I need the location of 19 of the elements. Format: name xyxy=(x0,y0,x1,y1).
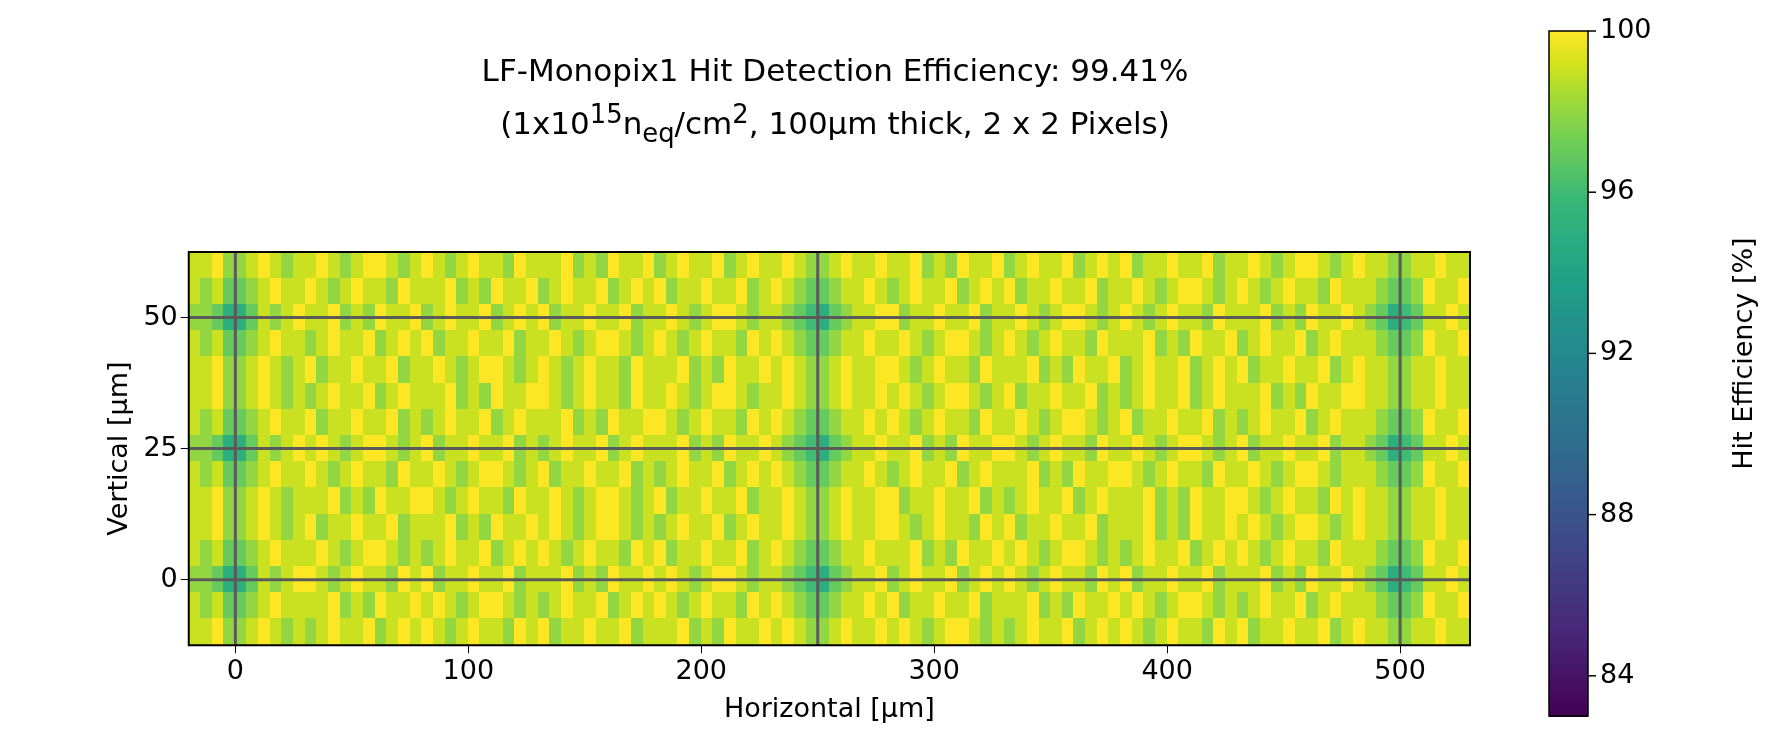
y-tick-label: 25 xyxy=(143,430,178,462)
chart-title: LF-Monopix1 Hit Detection Efficiency: 99.41% xyxy=(480,51,1190,90)
color-bar-label: 92 xyxy=(1600,335,1635,367)
chart-subtitle: (1x10$^{15}$n$_{eq}$/cm$^{2}$, 100μm thick, 2 x 2 Pixels) xyxy=(499,98,1171,150)
color-bar-label: 88 xyxy=(1600,496,1635,528)
x-tick-label: 0 xyxy=(226,654,244,686)
x-axis-title: Horizontal [μm] xyxy=(723,691,935,723)
x-tick-label: 500 xyxy=(1374,654,1426,686)
x-tick-label: 400 xyxy=(1141,654,1193,686)
x-tick-label: 200 xyxy=(675,654,728,686)
y-axis-title: Vertical [μm] xyxy=(102,361,134,536)
color-bar-title: Hit Efficiency [%] xyxy=(1727,237,1759,470)
y-tick-label: 50 xyxy=(143,299,178,331)
x-tick-label: 300 xyxy=(908,654,960,686)
color-bar-label: 96 xyxy=(1600,174,1635,206)
x-tick-label: 100 xyxy=(442,654,495,686)
y-tick-label: 0 xyxy=(160,561,178,593)
color-bar-label: 84 xyxy=(1600,657,1635,689)
color-bar-label: 100 xyxy=(1600,13,1652,45)
